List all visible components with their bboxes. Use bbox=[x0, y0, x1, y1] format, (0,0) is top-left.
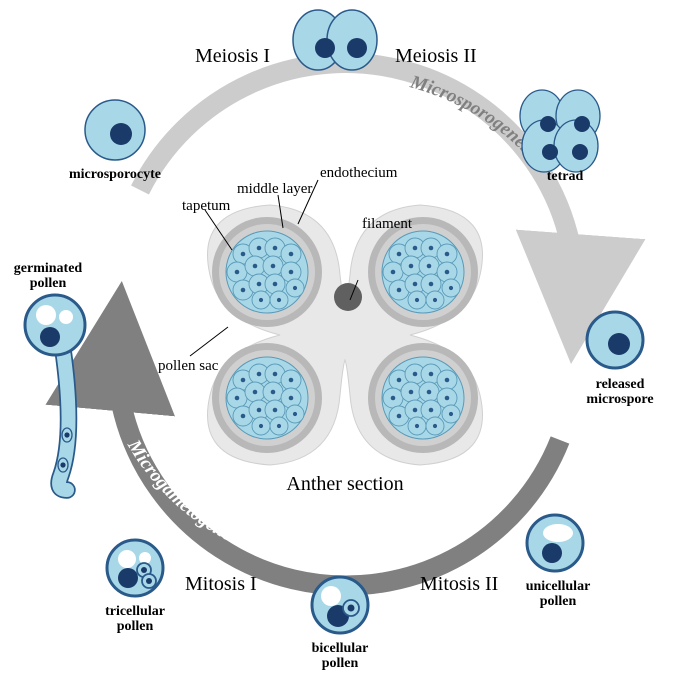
stage-mitosis-ii: Mitosis II bbox=[420, 573, 498, 595]
germinated-pollen bbox=[25, 295, 85, 490]
stage-mitosis-i: Mitosis I bbox=[185, 573, 257, 595]
label-endothecium: endothecium bbox=[320, 165, 398, 181]
label-middle-layer: middle layer bbox=[237, 181, 312, 197]
anther-section bbox=[208, 205, 483, 465]
anther-section-title: Anther section bbox=[286, 473, 403, 495]
bicellular-pollen-label: bicellularpollen bbox=[312, 641, 369, 671]
label-filament: filament bbox=[362, 216, 413, 232]
germinated-pollen-label: germinatedpollen bbox=[14, 261, 83, 291]
stage-meiosis-ii: Meiosis II bbox=[395, 45, 477, 67]
unicellular-pollen-label: unicellularpollen bbox=[526, 579, 591, 609]
dyad bbox=[293, 10, 377, 70]
tricellular-pollen bbox=[107, 540, 163, 596]
microsporocyte bbox=[85, 100, 145, 160]
tetrad-label: tetrad bbox=[547, 169, 584, 184]
tetrad bbox=[520, 90, 600, 172]
released-microspore bbox=[587, 312, 643, 368]
unicellular-pollen bbox=[527, 515, 583, 571]
microsporocyte-label: microsporocyte bbox=[69, 167, 161, 182]
stage-meiosis-i: Meiosis I bbox=[195, 45, 270, 67]
filament bbox=[334, 283, 362, 311]
released-microspore-label: releasedmicrospore bbox=[586, 377, 653, 407]
tricellular-pollen-label: tricellularpollen bbox=[105, 604, 165, 634]
label-pollen-sac: pollen sac bbox=[158, 358, 219, 374]
label-tapetum: tapetum bbox=[182, 198, 231, 214]
bicellular-pollen bbox=[312, 577, 368, 633]
